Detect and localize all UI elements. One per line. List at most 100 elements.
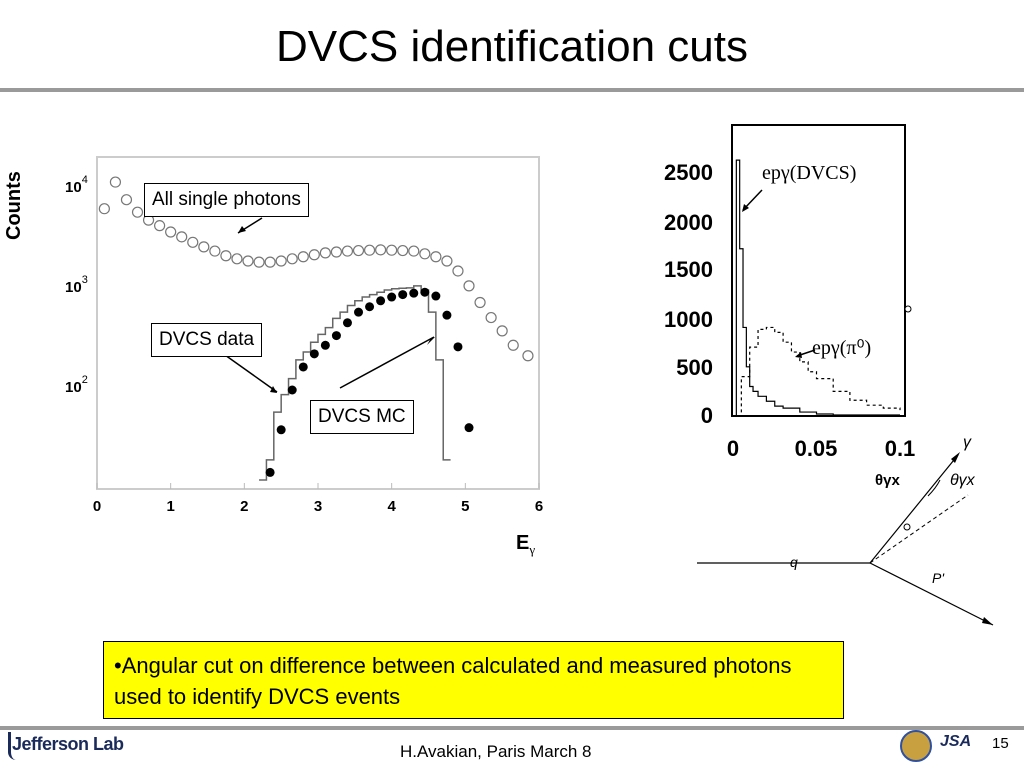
dvcs-data-point [365,302,375,312]
dvcs-data-point [387,292,397,302]
dvcs-data-point [265,467,275,477]
right-xtick: 0 [727,436,739,461]
all-photons-point [176,231,188,243]
bullet-box: •Angular cut on difference between calcu… [103,641,844,719]
theta-arc [927,479,941,497]
all-photons-point [275,255,287,267]
all-photons-point [352,244,365,257]
all-photons-point [209,245,221,257]
jlab-logo-text: Jefferson Lab [12,734,124,754]
dvcs-series-label: epγ(DVCS) [762,162,857,184]
footer-divider [0,726,1024,730]
all-photons-point [397,244,409,257]
all-photons-point [242,255,254,267]
all-photons-point [231,253,243,265]
all-photons-point [408,245,420,257]
dvcs-data-point [320,340,330,350]
p-prime-line [869,562,994,626]
left-xtick: 0 [92,498,102,515]
left-xtick: 3 [313,498,323,515]
all-photons-point [375,244,387,256]
right-xtick: 0.05 [795,436,838,461]
theta-label: θγx [950,472,976,489]
diagram-marker [903,523,911,531]
doe-seal-icon [900,730,932,762]
all-photons-point [474,296,486,309]
left-xlabel: Eγ [516,532,536,557]
dvcs-data-callout: DVCS data [151,323,263,357]
footer-author: H.Avakian, Paris March 8 [400,742,592,761]
all-photons-point [286,253,298,265]
dvcs-mc-arrowhead [427,337,435,345]
dvcs-mc-histogram [259,285,451,481]
right-ytick: 1500 [664,257,713,282]
all-photons-point [419,248,431,260]
dvcs-data-point [420,287,430,297]
all-photons-arrowhead [238,226,246,233]
all-photons-point [297,251,309,263]
dvcs-data-point [276,425,286,435]
left-xtick: 5 [461,498,470,515]
right-xlabel: θγx [875,472,900,489]
right-ytick: 1000 [664,307,713,332]
left-plot-series [98,176,534,481]
left-ytick: 104 [65,174,88,196]
kinematics-diagram: q P' γ θγx [697,305,994,626]
slide-title: DVCS identification cuts [276,22,748,71]
page-number: 15 [992,735,1009,752]
dvcs-data-point [287,385,297,395]
all-photons-point [187,236,199,248]
all-photons-point [496,325,508,337]
all-photons-point [330,246,343,258]
all-photons-point [441,255,453,267]
p-prime-arrowhead [982,617,993,625]
right-xtick: 0.1 [885,436,916,461]
left-xtick: 1 [166,498,175,515]
all-photons-point [452,265,464,277]
all-photons-point [154,220,166,232]
q-label: q [790,554,798,570]
all-photons-point [386,244,398,256]
jsa-logo: JSA [940,733,972,750]
left-xtick: 2 [240,498,249,515]
all-photons-point [319,247,331,259]
right-ytick: 2000 [664,210,713,235]
jlab-logo-icon [8,732,23,760]
all-photons-point [463,280,475,292]
all-photons-point [341,245,354,257]
all-photons-point [522,350,534,362]
dvcs-data-point [398,290,408,300]
p-prime-label: P' [932,570,945,586]
all-photons-point [131,206,144,218]
dvcs-data-point [331,331,341,341]
dvcs-mc-arrow [339,336,435,389]
dvcs-data-point [342,318,352,328]
left-ylabel: Counts [3,171,25,240]
all-photons-callout: All single photons [144,183,309,217]
dvcs-mc-callout: DVCS MC [310,400,414,434]
dvcs-data-point [464,423,474,433]
right-plot-frame [731,124,906,417]
gamma-label: γ [963,434,972,451]
gamma-arrowhead [951,452,960,463]
dvcs-data-arrow [224,354,278,393]
all-photons-point [253,256,265,268]
right-ytick: 0 [701,403,713,428]
pi0-histogram [733,326,901,417]
all-photons-point [430,251,442,263]
dvcs-data-point [354,307,364,317]
dvcs-data-point [309,349,319,359]
left-xtick: 6 [534,498,544,515]
all-photons-point [264,256,276,268]
dvcs-data-arrowhead [270,386,277,393]
all-photons-point [98,203,110,215]
pi0-series-label: epγ(π⁰) [812,337,872,359]
all-photons-point [507,339,519,351]
left-plot-ticks [96,483,540,489]
left-ytick: 102 [65,374,88,396]
dvcs-peak-arrowhead [742,204,749,212]
dvcs-data-point [298,362,308,372]
title-divider [0,88,1024,92]
all-photons-point [485,311,497,324]
